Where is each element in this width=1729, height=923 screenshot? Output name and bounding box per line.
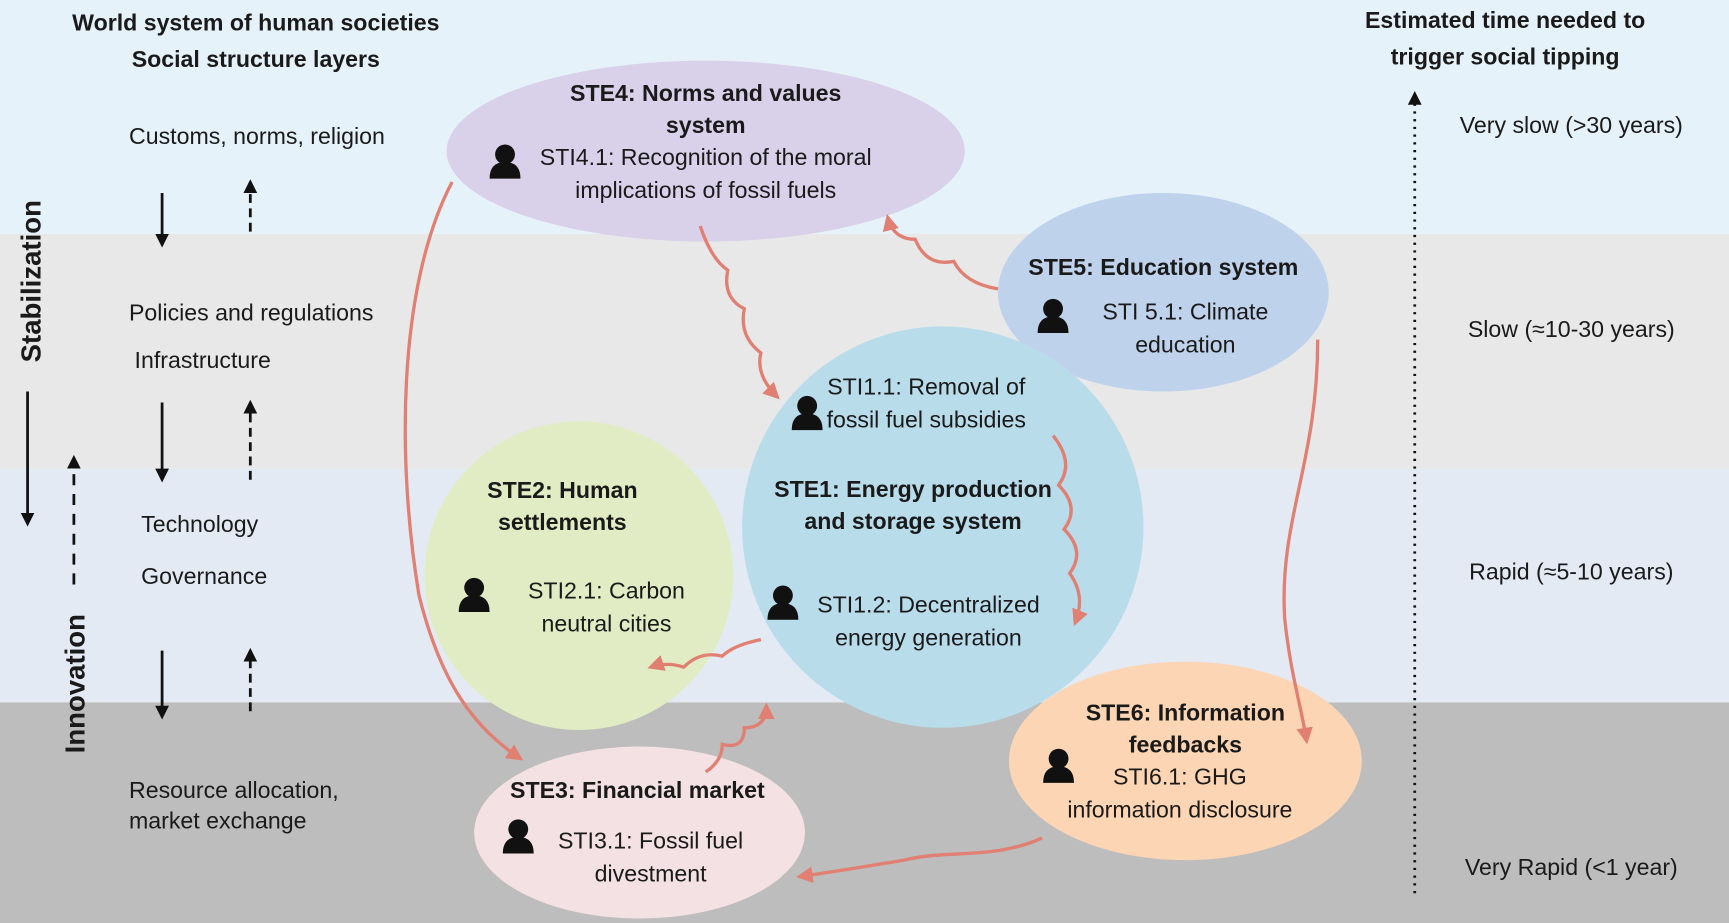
node-title: and storage system (804, 508, 1021, 534)
intervention-label: STI3.1: Fossil fuel (558, 828, 743, 854)
intervention-label: education (1135, 331, 1235, 357)
intervention-label: neutral cities (542, 610, 672, 636)
node-ste5 (997, 192, 1329, 392)
influence-arrows (403, 181, 1320, 883)
intervention-label: fossil fuel subsidies (827, 406, 1026, 432)
intervention-label: STI4.1: Recognition of the moral (540, 144, 872, 170)
node-title: STE6: Information (1086, 700, 1285, 726)
node-ste6 (1008, 661, 1362, 861)
left-title: World system of human societies (72, 9, 439, 35)
time-label: Rapid (≈5-10 years) (1469, 559, 1673, 585)
node-title: settlements (498, 509, 627, 535)
right-title: trigger social tipping (1391, 44, 1620, 70)
layer-label: Governance (141, 563, 267, 589)
layer-arrows (20, 91, 1422, 894)
band-market (0, 702, 1729, 923)
node-ste2 (424, 421, 734, 731)
node-ste4 (446, 60, 965, 242)
time-label: Very Rapid (<1 year) (1465, 854, 1678, 880)
left-title: Social structure layers (132, 46, 380, 72)
node-title: STE5: Education system (1028, 254, 1298, 280)
layer-label: Customs, norms, religion (129, 123, 385, 149)
time-label: Slow (≈10-30 years) (1468, 316, 1675, 342)
intervention-label: STI 5.1: Climate (1102, 298, 1268, 324)
node-ste1 (742, 326, 1144, 728)
intervention-label: STI2.1: Carbon (528, 577, 685, 603)
intervention-label: STI6.1: GHG (1113, 764, 1247, 790)
node-title: feedbacks (1129, 732, 1242, 758)
intervention-label: divestment (595, 861, 707, 887)
node-title: STE2: Human (487, 477, 637, 503)
layer-label: Technology (141, 511, 258, 537)
side-label: Innovation (59, 614, 90, 753)
node-title: STE4: Norms and values (570, 80, 841, 106)
node-title: STE1: Energy production (774, 476, 1052, 502)
node-ste3 (474, 746, 805, 919)
node-title: STE3: Financial market (510, 777, 765, 803)
side-label: Stabilization (15, 200, 46, 362)
intervention-label: implications of fossil fuels (575, 177, 836, 203)
intervention-label: information disclosure (1067, 797, 1292, 823)
right-title: Estimated time needed to (1365, 7, 1645, 33)
layer-label: Infrastructure (135, 347, 271, 373)
node-title: system (666, 112, 746, 138)
intervention-label: STI1.2: Decentralized (817, 592, 1040, 618)
intervention-label: energy generation (835, 625, 1022, 651)
layer-label: Policies and regulations (129, 299, 373, 325)
intervention-label: STI1.1: Removal of (827, 373, 1026, 399)
layer-label: market exchange (129, 808, 307, 834)
layer-label: Resource allocation, (129, 777, 339, 803)
time-label: Very slow (>30 years) (1460, 112, 1683, 138)
